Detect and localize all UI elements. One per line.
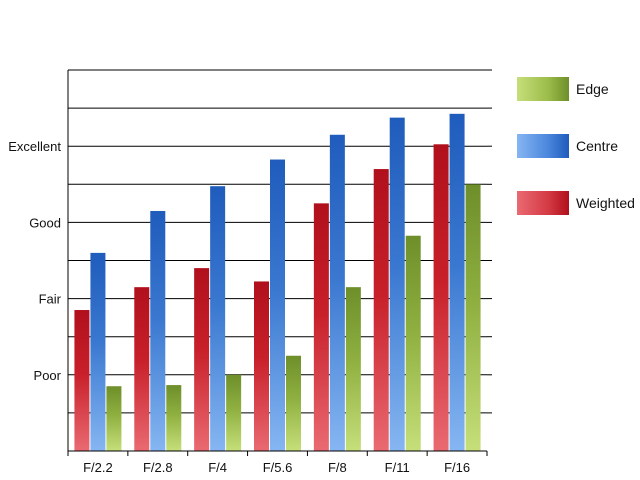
bar-weighted-f56 [254,281,269,451]
y-tick-label: Poor [34,368,62,383]
legend-swatch-weighted [517,191,569,215]
y-tick-label: Fair [39,292,62,307]
bar-centre-f28 [150,210,166,451]
legend-swatch-centre [517,134,569,158]
legend-label-weighted: Weighted [576,195,635,211]
y-tick-label: Excellent [8,139,61,154]
bar-edge-f4 [226,374,242,451]
bar-weighted-f8 [313,203,329,451]
x-tick-label: F/2.2 [83,460,113,475]
bar-weighted-f22 [74,310,90,451]
x-tick-label: F/8 [328,460,347,475]
bar-centre-f8 [329,134,345,451]
axes [67,69,488,456]
x-tick-label: F/11 [385,460,410,475]
bar-centre-f16 [449,113,465,451]
x-tick-label: F/4 [208,460,227,475]
bar-weighted-f4 [194,268,210,451]
bar-edge-f28 [166,385,182,451]
legend: Edge Centre Weighted [517,77,635,215]
legend-swatch-edge [517,77,569,101]
bar-weighted-f16 [433,144,449,452]
bar-centre-f22 [90,252,106,451]
legend-label-centre: Centre [576,138,618,154]
bar-edge-f56 [286,355,301,451]
bar-edge-f11 [405,235,421,451]
bar-centre-f4 [210,186,226,451]
x-tick-label: F/2.8 [143,460,173,475]
legend-label-edge: Edge [576,81,609,97]
bars [74,113,481,452]
bar-weighted-f11 [373,169,389,451]
bar-edge-f8 [345,287,361,451]
y-tick-label: Good [29,215,61,230]
bar-edge-f16 [465,184,481,452]
x-tick-label: F/16 [444,460,470,475]
bar-edge-f22 [106,386,122,451]
bar-weighted-f28 [134,287,150,451]
x-tick-label: F/5.6 [263,460,293,475]
tick-labels: Poor Fair Good Excellent F/2.2 F/2.8 F/4 F/5.6 F… [8,139,470,475]
bar-centre-f56 [270,159,285,451]
bar-centre-f11 [389,117,405,451]
